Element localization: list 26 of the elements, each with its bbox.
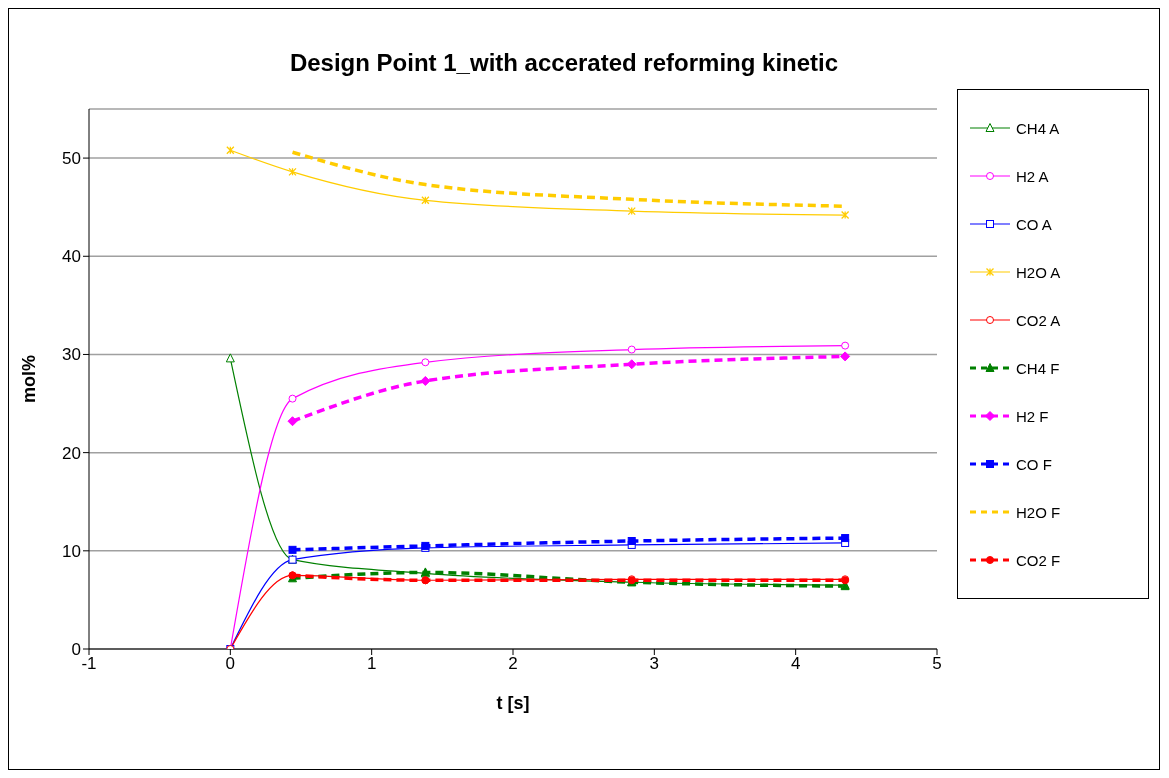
legend-label: CO F <box>1016 455 1052 473</box>
y-tick-label: 10 <box>62 541 81 561</box>
legend-label: H2 F <box>1016 407 1049 425</box>
legend-label: CH4 A <box>1016 119 1060 137</box>
y-tick-label: 30 <box>62 345 81 365</box>
legend-label: CO2 A <box>1016 311 1061 329</box>
x-tick-label: 3 <box>649 654 660 674</box>
legend-label: CO A <box>1016 215 1052 233</box>
x-tick-label: -1 <box>81 654 97 674</box>
y-tick-label: 50 <box>62 149 81 169</box>
y-tick-label: 40 <box>62 247 81 267</box>
x-axis-title: t [s] <box>496 693 530 713</box>
x-tick-label: 2 <box>508 654 518 674</box>
legend-label: H2O F <box>1016 503 1061 521</box>
x-tick-label: 4 <box>790 654 801 674</box>
legend-label: CO2 F <box>1016 551 1061 569</box>
x-tick-label: 1 <box>366 654 377 674</box>
legend-label: CH4 F <box>1016 359 1060 377</box>
y-tick-label: 0 <box>71 640 81 660</box>
x-tick-label: 0 <box>225 654 236 674</box>
chart-title: Design Point 1_with accerated reforming kinetic <box>288 48 840 78</box>
y-tick-label: 20 <box>62 443 81 463</box>
y-axis-title: mol% <box>19 354 40 404</box>
legend-label: H2O A <box>1016 263 1061 281</box>
legend-label: H2 A <box>1016 167 1049 185</box>
x-tick-label: 5 <box>932 654 942 674</box>
